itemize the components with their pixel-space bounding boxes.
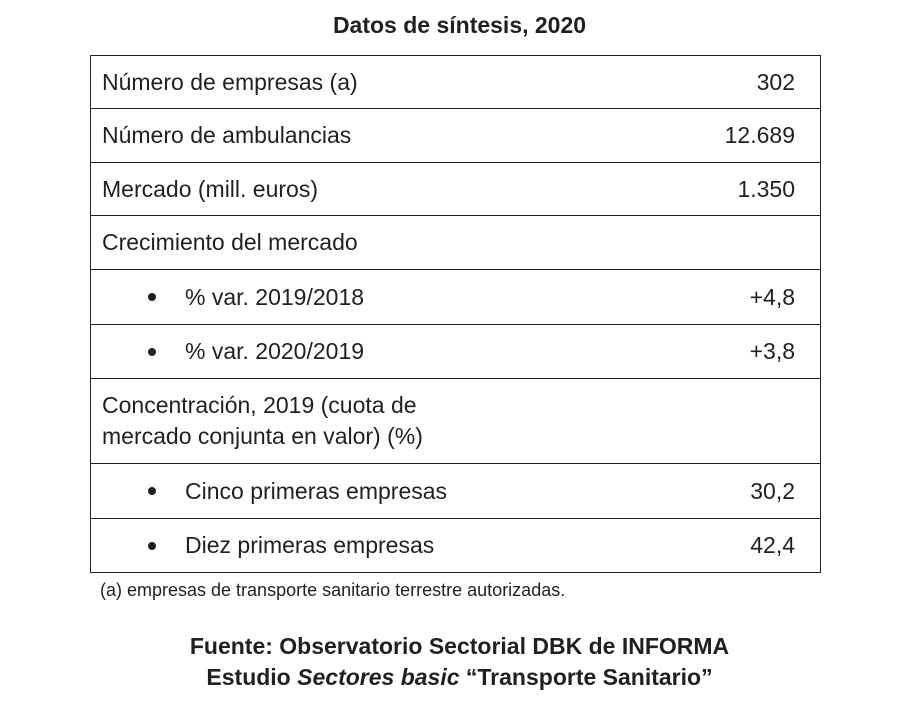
source-italic: Sectores basic: [297, 664, 460, 690]
row-label: % var. 2019/2018: [185, 283, 365, 310]
row-label: Crecimiento del mercado: [89, 215, 666, 270]
row-value: 42,4: [665, 518, 821, 573]
row-label-cell: % var. 2019/2018: [89, 269, 666, 325]
row-value: [665, 215, 821, 270]
table-row: Diez primeras empresas 42,4: [89, 518, 821, 573]
row-label: Diez primeras empresas: [185, 532, 435, 558]
table-row: Número de empresas (a) 302: [89, 55, 821, 109]
bullet-icon: [148, 347, 156, 356]
table-row: % var. 2020/2019 +3,8: [89, 324, 821, 379]
row-label: Cinco primeras empresas: [185, 477, 448, 504]
source-prefix: Estudio: [206, 664, 298, 690]
source-suffix: “Transporte Sanitario”: [459, 664, 713, 690]
sub-item: Cinco primeras empresas: [102, 478, 666, 505]
source-line1: Fuente: Observatorio Sectorial DBK de IN…: [189, 633, 730, 659]
row-value: 30,2: [665, 463, 821, 519]
row-label-line2: mercado conjunta en valor) (%): [102, 423, 423, 449]
sub-item: Diez primeras empresas: [102, 532, 666, 559]
row-label-cell: Concentración, 2019 (cuota de mercado co…: [89, 378, 666, 464]
sub-item: % var. 2019/2018: [102, 284, 666, 311]
table-row: Cinco primeras empresas 30,2: [89, 463, 821, 519]
row-value: +4,8: [665, 269, 821, 325]
row-label: Mercado (mill. euros): [89, 162, 666, 216]
row-value: [665, 378, 821, 464]
row-value: 1.350: [665, 162, 821, 216]
row-label-cell: Diez primeras empresas: [89, 518, 666, 573]
bullet-icon: [148, 487, 156, 495]
row-label: Número de empresas (a): [89, 55, 666, 109]
bullet-icon: [148, 293, 156, 301]
sub-item: % var. 2020/2019: [102, 338, 666, 365]
row-label-cell: Cinco primeras empresas: [89, 463, 666, 519]
table-row: Concentración, 2019 (cuota de mercado co…: [89, 378, 821, 464]
bullet-icon: [148, 541, 156, 550]
table-title: Datos de síntesis, 2020: [332, 12, 587, 38]
row-value: +3,8: [665, 324, 821, 379]
table-row: Crecimiento del mercado: [89, 215, 821, 270]
row-label-cell: % var. 2020/2019: [89, 324, 666, 379]
row-value: 302: [665, 55, 821, 109]
row-label: % var. 2020/2019: [185, 338, 365, 364]
row-label: Número de ambulancias: [89, 108, 666, 163]
source-block: Fuente: Observatorio Sectorial DBK de IN…: [0, 631, 919, 693]
source-line2: Estudio Sectores basic “Transporte Sanit…: [0, 662, 919, 693]
table-row: % var. 2019/2018 +4,8: [89, 269, 821, 325]
table-row: Número de ambulancias 12.689: [89, 108, 821, 163]
footnote: (a) empresas de transporte sanitario ter…: [100, 580, 566, 600]
row-value: 12.689: [665, 108, 821, 163]
synthesis-table: Número de empresas (a) 302 Número de amb…: [89, 55, 821, 573]
table-row: Mercado (mill. euros) 1.350: [89, 162, 821, 216]
row-label-line1: Concentración, 2019 (cuota de: [102, 392, 417, 418]
